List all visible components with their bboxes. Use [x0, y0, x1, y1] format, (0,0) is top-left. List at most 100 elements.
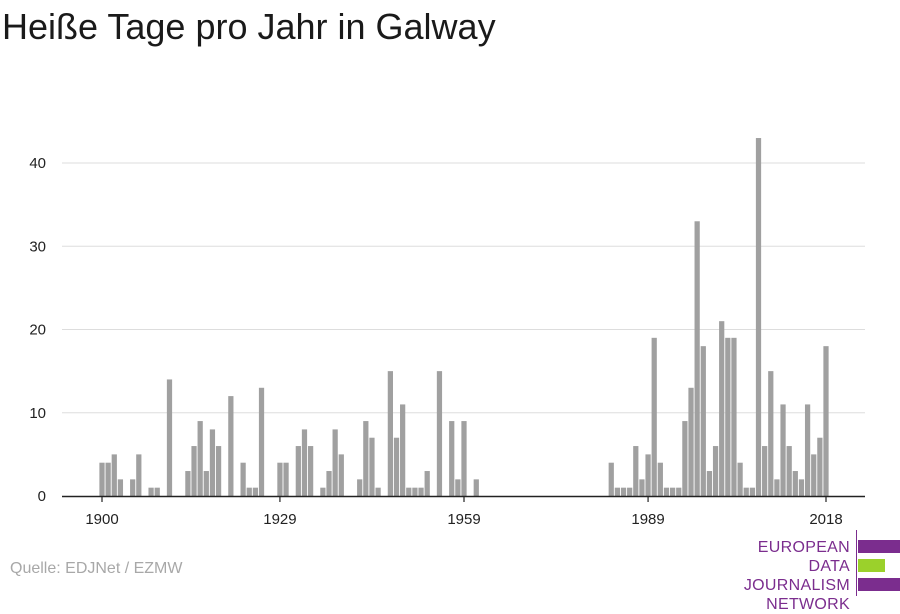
bar-chart: 0 10 20 30 40 1900 1929 1959 1989 2018: [29, 138, 865, 528]
bar: [393, 437, 400, 496]
bar: [258, 387, 265, 496]
bar: [731, 337, 737, 496]
x-tick-label: 1929: [263, 511, 296, 528]
edjnet-logo: EUROPEAN DATA JOURNALISM NETWORK: [700, 530, 900, 613]
bar: [203, 471, 209, 496]
logo-bar-bottom: [858, 578, 900, 591]
bar: [768, 371, 774, 496]
x-tick-label: 1989: [631, 511, 664, 528]
bar: [246, 487, 252, 496]
bar: [387, 371, 393, 496]
bar: [436, 371, 443, 496]
bar: [418, 487, 424, 496]
bar: [712, 446, 719, 496]
bar: [786, 446, 792, 496]
bar: [326, 471, 332, 496]
bar: [166, 379, 173, 496]
bar: [749, 487, 755, 496]
bar: [627, 487, 633, 496]
bar: [136, 454, 142, 496]
bar: [676, 487, 682, 496]
bar: [228, 396, 234, 496]
bar: [804, 404, 811, 496]
logo-line-3: NETWORK: [766, 596, 850, 613]
y-tick-label: 0: [38, 488, 46, 505]
bar: [240, 462, 246, 496]
y-axis-ticks: 0 10 20 30 40: [29, 155, 46, 505]
bar: [307, 446, 314, 496]
x-axis-ticks: 1900 1929 1959 1989 2018: [85, 496, 843, 528]
bar: [197, 421, 203, 496]
bar: [706, 471, 713, 496]
y-tick-label: 20: [29, 322, 46, 339]
bar: [682, 421, 688, 496]
logo-bar-middle: [858, 559, 885, 572]
bar: [130, 479, 136, 496]
y-tick-label: 10: [29, 405, 46, 422]
gridlines: [62, 162, 865, 414]
bar: [620, 487, 627, 496]
bar: [283, 462, 289, 496]
bar: [449, 421, 455, 496]
bar: [792, 471, 798, 496]
bar: [148, 487, 154, 496]
bar: [762, 446, 768, 496]
bar: [215, 446, 222, 496]
bar: [780, 404, 786, 496]
bar: [185, 471, 191, 496]
bar: [817, 437, 823, 496]
bar: [357, 479, 363, 496]
bar: [823, 346, 829, 496]
bar: [111, 454, 117, 496]
x-tick-label: 1900: [85, 511, 118, 528]
bar: [400, 404, 406, 496]
bar: [473, 479, 479, 496]
bar: [99, 462, 105, 496]
x-tick-label: 1959: [447, 511, 480, 528]
bar: [369, 437, 375, 496]
bar: [154, 487, 160, 496]
bar: [105, 462, 111, 496]
bar: [412, 487, 418, 496]
logo-text: EUROPEAN DATA JOURNALISM NETWORK: [700, 538, 850, 614]
bar: [633, 446, 639, 496]
bar: [811, 454, 817, 496]
logo-line-1: EUROPEAN: [757, 539, 850, 556]
bar: [743, 487, 749, 496]
bar: [608, 462, 614, 496]
bar: [774, 479, 780, 496]
bar: [301, 429, 308, 496]
bar: [117, 479, 124, 496]
bar: [725, 337, 731, 496]
bar: [375, 487, 381, 496]
bar: [338, 454, 344, 496]
bar: [363, 421, 369, 496]
bar: [332, 429, 338, 496]
bar: [651, 337, 657, 496]
logo-bar-top: [858, 540, 900, 553]
bar: [645, 454, 651, 496]
bar: [688, 387, 694, 496]
bar: [694, 221, 700, 496]
bar: [669, 487, 676, 496]
bar: [719, 321, 725, 496]
y-tick-label: 30: [29, 238, 46, 255]
chart-title: Heiße Tage pro Jahr in Galway: [2, 6, 496, 47]
bar: [639, 479, 645, 496]
logo-line-2: DATA JOURNALISM: [743, 558, 850, 594]
bar: [320, 487, 326, 496]
bar: [461, 421, 467, 496]
logo-rule: [856, 530, 857, 596]
bar: [252, 487, 259, 496]
bar: [755, 138, 762, 496]
bar: [277, 462, 283, 496]
bar: [455, 479, 461, 496]
bar: [209, 429, 216, 496]
bar: [406, 487, 412, 496]
source-note: Quelle: EDJNet / EZMW: [10, 560, 183, 577]
x-tick-label: 2018: [809, 511, 842, 528]
bar: [614, 487, 621, 496]
bar: [657, 462, 663, 496]
bar: [663, 487, 670, 496]
bar: [191, 446, 197, 496]
